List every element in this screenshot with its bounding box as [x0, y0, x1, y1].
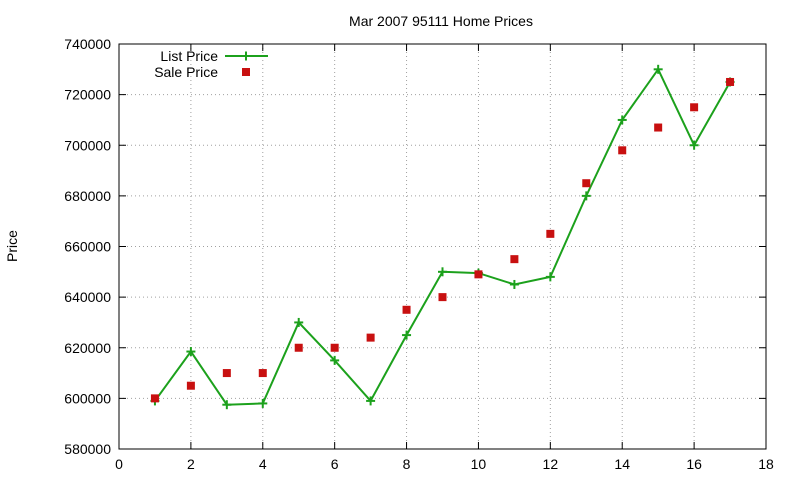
x-tick-label: 10 — [471, 456, 487, 472]
y-tick-label: 620000 — [64, 340, 111, 356]
legend-label: Sale Price — [154, 64, 218, 80]
list-price-point — [509, 279, 519, 289]
y-tick-label: 640000 — [64, 289, 111, 305]
sale-price-point — [690, 103, 699, 112]
x-tick-label: 0 — [115, 456, 123, 472]
y-tick-label: 600000 — [64, 390, 111, 406]
series-layer — [150, 64, 735, 410]
list-price-point — [294, 317, 304, 327]
y-tick-label: 680000 — [64, 188, 111, 204]
sale-price-point — [510, 255, 519, 264]
y-tick-label: 580000 — [64, 441, 111, 457]
list-price-point — [258, 398, 268, 408]
list-price-point — [366, 396, 376, 406]
list-price-point — [222, 400, 232, 410]
y-axis-label: Price — [4, 230, 20, 262]
legend-label: List Price — [160, 48, 218, 64]
y-tick-label: 660000 — [64, 239, 111, 255]
x-tick-label: 18 — [758, 456, 774, 472]
y-tick-label: 740000 — [64, 36, 111, 52]
x-tick-label: 2 — [187, 456, 195, 472]
sale-price-point — [150, 394, 159, 403]
sale-price-point — [438, 293, 447, 302]
axis-ticks: 580000 600000 620000 640000 660000 680000 7000… — [64, 36, 774, 472]
sale-price-point — [474, 270, 483, 279]
x-tick-label: 4 — [259, 456, 267, 472]
x-tick-label: 16 — [686, 456, 702, 472]
x-tick-label: 12 — [543, 456, 559, 472]
list-price-point — [330, 355, 340, 365]
sale-price-point — [258, 369, 267, 378]
legend-marker — [241, 51, 251, 61]
sale-price-point — [366, 333, 375, 342]
sale-price-point — [618, 146, 627, 155]
list-price-point — [186, 347, 196, 357]
list-price-point — [438, 267, 447, 277]
list-price-point — [545, 272, 555, 282]
sale-price-point — [222, 369, 231, 378]
sale-price-point — [726, 77, 735, 86]
y-tick-label: 720000 — [64, 87, 111, 103]
list-price-point — [581, 191, 591, 201]
chart-title: Mar 2007 95111 Home Prices — [349, 13, 533, 29]
x-tick-label: 6 — [331, 456, 339, 472]
sale-price-point — [186, 381, 195, 390]
sale-price-point — [330, 343, 339, 352]
sale-price-point — [294, 343, 303, 352]
list-price-point — [617, 115, 627, 125]
sale-price-point — [654, 123, 663, 132]
x-tick-label: 8 — [403, 456, 411, 472]
list-price-point — [653, 64, 663, 74]
y-tick-label: 700000 — [64, 137, 111, 153]
list-price-point — [689, 140, 699, 150]
list-price-point — [402, 330, 412, 340]
list-price-line — [154, 67, 731, 406]
sale-price-point — [402, 305, 411, 314]
sale-price-point — [582, 179, 591, 188]
legend-marker — [242, 68, 250, 76]
x-tick-label: 14 — [614, 456, 630, 472]
sale-price-point — [546, 229, 555, 238]
